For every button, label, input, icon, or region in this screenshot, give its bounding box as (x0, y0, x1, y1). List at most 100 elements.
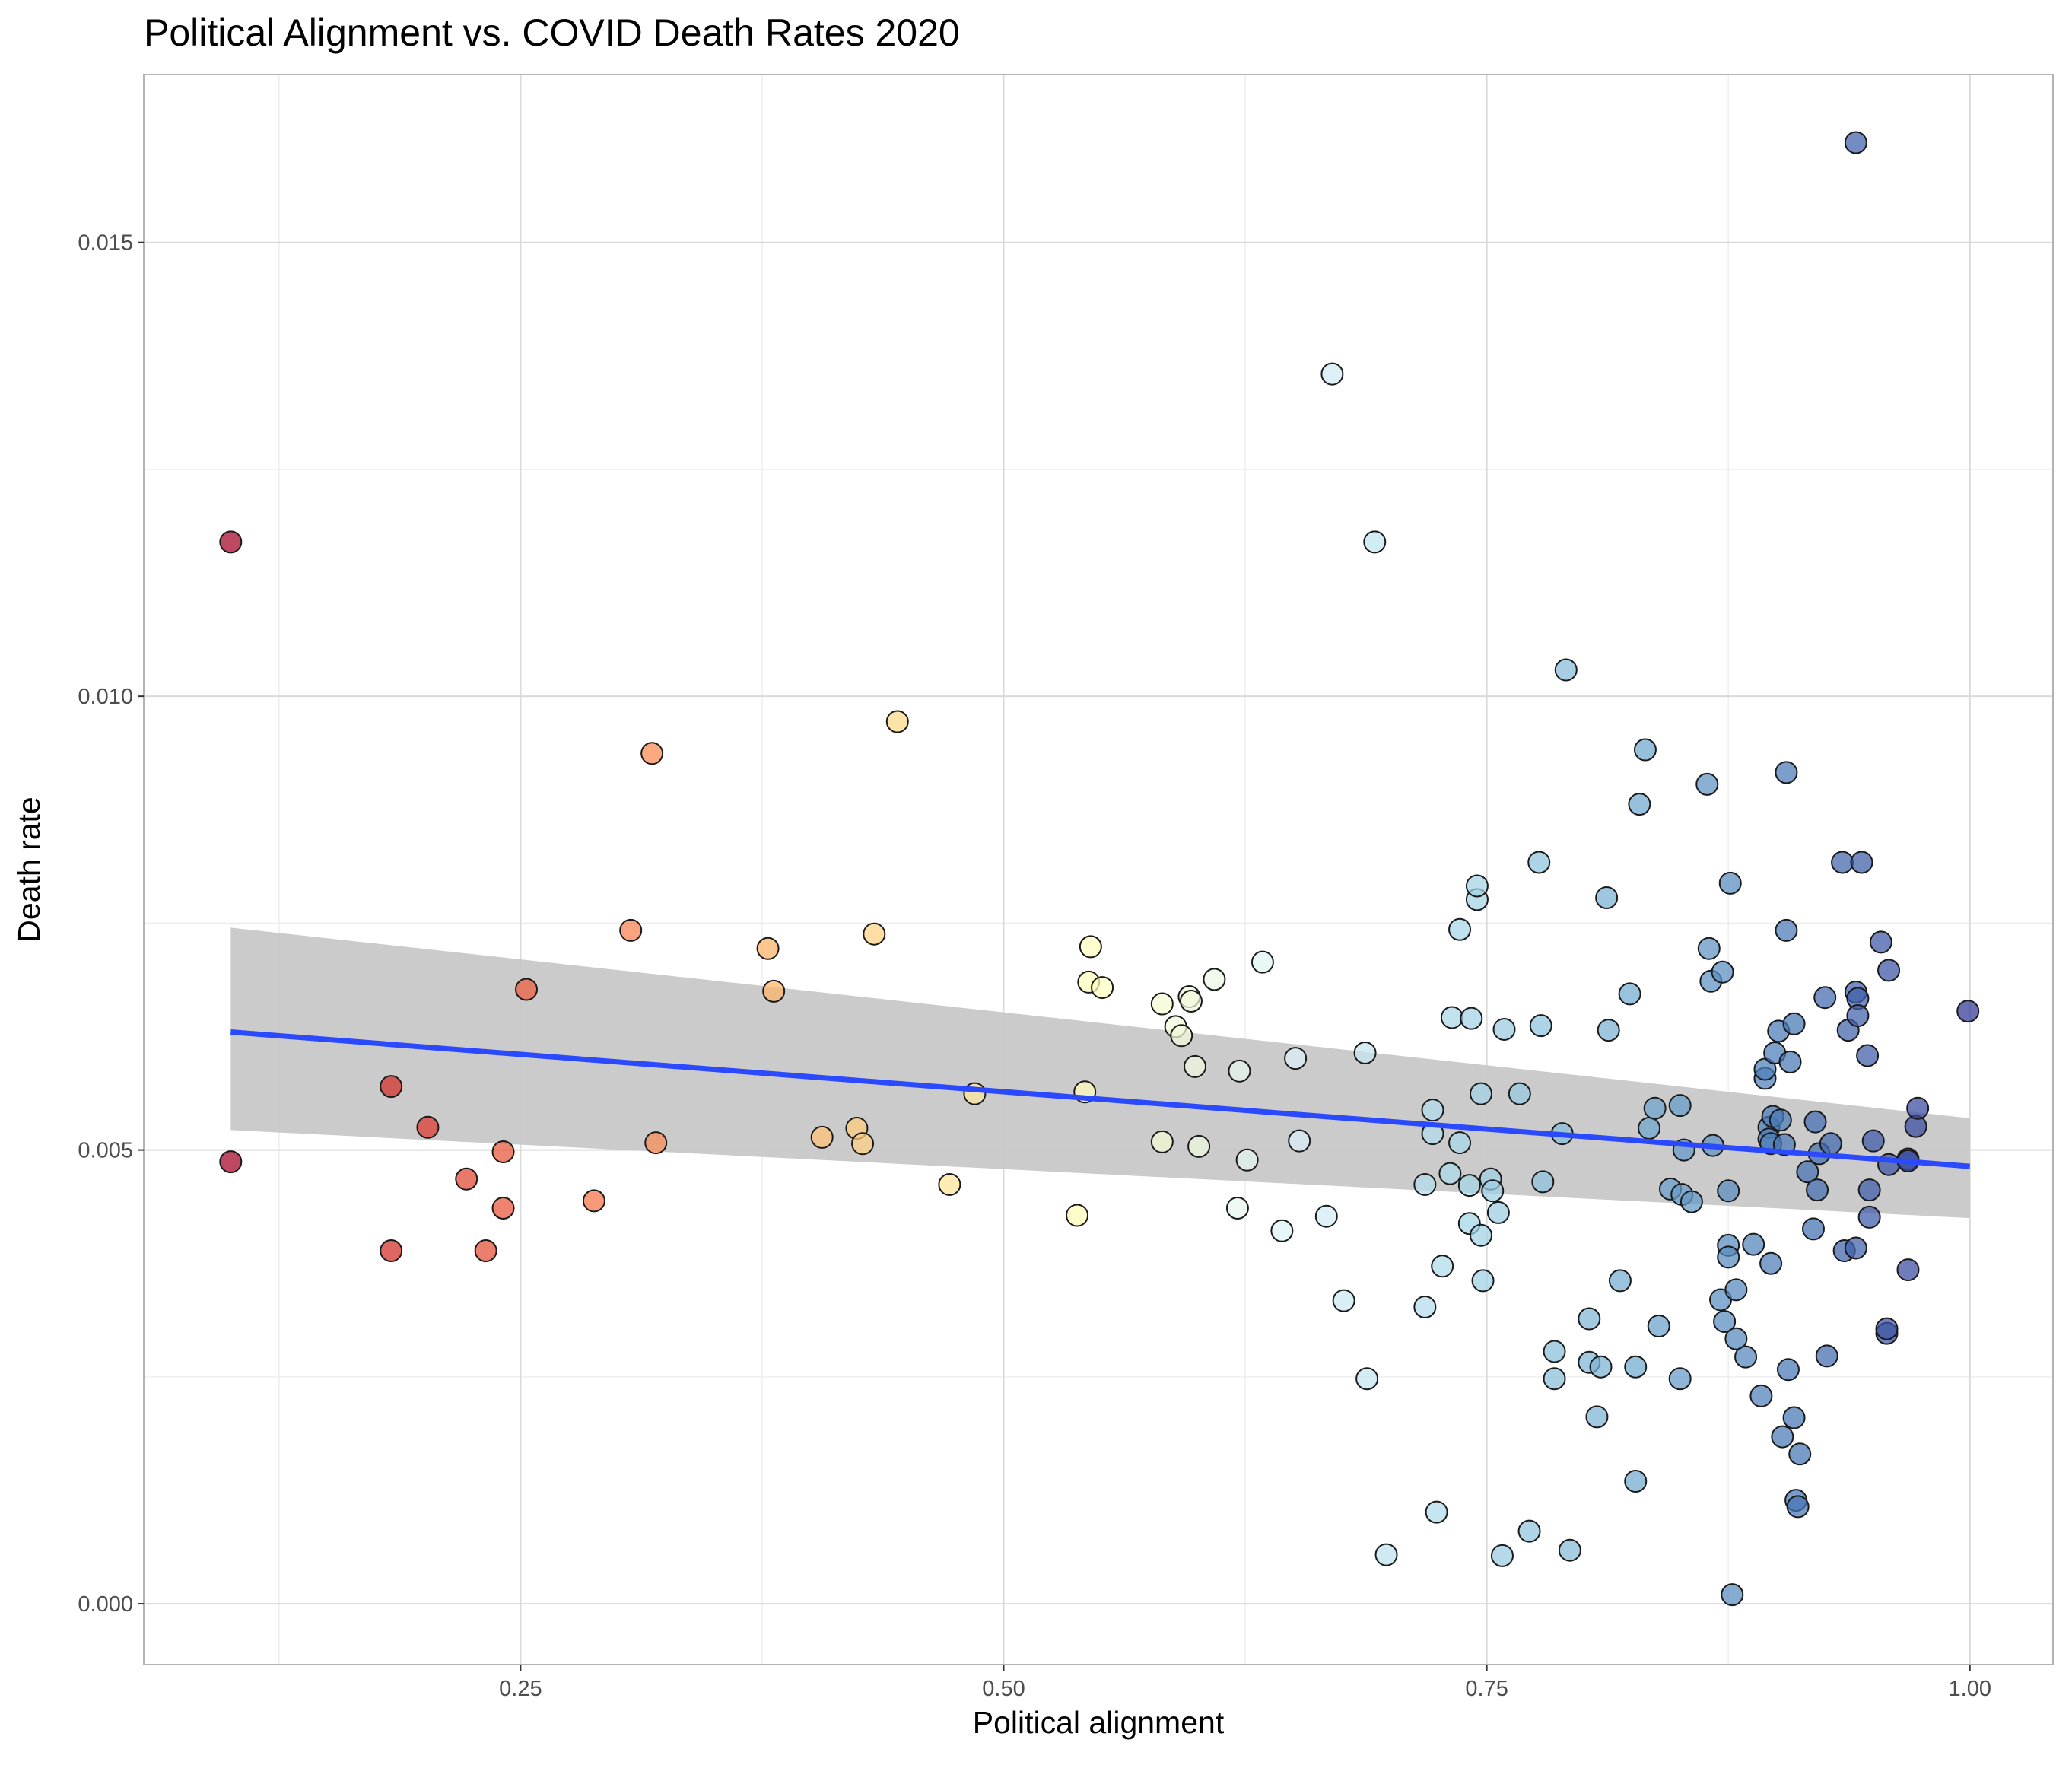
data-point (1235, 1148, 1259, 1172)
data-point (1718, 871, 1742, 895)
minor-gridlines (144, 75, 2053, 1665)
data-point (1680, 1190, 1703, 1213)
data-point (1668, 1094, 1692, 1118)
x-tick-label: 0.75 (1465, 1677, 1508, 1701)
data-point (416, 1115, 440, 1139)
data-point (1184, 1054, 1207, 1078)
data-point (1425, 1500, 1448, 1524)
data-point (1486, 1201, 1510, 1224)
data-point (1066, 1204, 1089, 1227)
data-point (1413, 1295, 1437, 1318)
plot-panel (144, 75, 2053, 1665)
data-point (1558, 1538, 1581, 1562)
data-point (1742, 1232, 1765, 1256)
trend-line-group (230, 1029, 1971, 1169)
data-point (1778, 1050, 1802, 1073)
data-point (1844, 131, 1867, 154)
data-point (582, 1189, 605, 1213)
data-point (1717, 1245, 1740, 1269)
x-tick-label: 0.25 (499, 1677, 542, 1701)
data-point (1857, 1178, 1881, 1202)
data-point (1759, 1251, 1783, 1275)
data-point (1956, 1000, 1980, 1023)
data-point (1527, 851, 1551, 874)
data-point (1091, 976, 1114, 1000)
data-point (1643, 1096, 1667, 1120)
data-point (1471, 1269, 1495, 1293)
y-tick-label: 0.015 (78, 231, 133, 256)
data-point (1413, 1172, 1437, 1196)
x-tick-label: 0.50 (982, 1677, 1025, 1701)
data-point (1850, 851, 1873, 874)
data-point (1877, 959, 1901, 982)
plot-border (143, 74, 2054, 1665)
data-point (1517, 1519, 1541, 1543)
data-point (1813, 986, 1837, 1010)
data-point (810, 1125, 834, 1149)
data-point (1857, 1205, 1881, 1229)
data-point (1457, 1174, 1481, 1197)
data-point (1906, 1096, 1930, 1120)
data-point (491, 1140, 515, 1163)
data-point (1597, 1019, 1620, 1042)
data-point (1355, 1367, 1379, 1391)
data-point (1875, 1317, 1899, 1340)
data-point (474, 1239, 497, 1263)
data-point (1786, 1495, 1810, 1519)
data-point (1490, 1544, 1514, 1567)
data-point (1079, 935, 1102, 959)
data-point (863, 922, 886, 946)
data-point (1320, 362, 1344, 386)
data-point (1438, 1162, 1462, 1185)
data-point (1421, 1099, 1444, 1122)
data-point (1543, 1340, 1566, 1363)
data-point (1749, 1384, 1773, 1407)
data-point (1374, 1543, 1398, 1566)
data-point (1782, 1406, 1806, 1429)
data-point (1721, 1583, 1744, 1607)
y-axis-title: Death rate (11, 797, 46, 942)
data-point (1585, 1405, 1609, 1429)
data-point (1470, 1223, 1493, 1247)
data-point (1448, 917, 1472, 941)
data-point (885, 710, 909, 733)
data-point (1531, 1170, 1555, 1194)
data-point (640, 742, 664, 765)
data-point (1788, 1442, 1812, 1466)
data-point (1595, 886, 1619, 909)
data-point (1179, 989, 1203, 1013)
x-axis-title: Political alignment (973, 1705, 1225, 1740)
x-axis-ticks: 0.25 0.50 0.75 1.00 (499, 1665, 1991, 1701)
y-axis-ticks: 0.000 0.005 0.010 0.015 (78, 231, 144, 1617)
data-point (1492, 1017, 1516, 1041)
data-point (1846, 1004, 1870, 1028)
data-point (1440, 1006, 1463, 1029)
data-point (1363, 530, 1387, 554)
data-point (1608, 1269, 1632, 1293)
data-point (619, 918, 643, 942)
data-point (219, 1150, 243, 1174)
data-point (1633, 738, 1657, 762)
data-point (1288, 1129, 1311, 1153)
data-point (1775, 761, 1798, 784)
data-point (1775, 918, 1798, 942)
data-point (1314, 1204, 1338, 1228)
data-point (1251, 950, 1274, 974)
data-point (1270, 1219, 1294, 1242)
x-tick-label: 1.00 (1949, 1677, 1991, 1701)
data-point (1831, 851, 1854, 874)
data-point (1589, 1355, 1613, 1379)
data-point (1431, 1255, 1454, 1278)
data-point (1638, 1116, 1661, 1140)
data-point (1806, 1178, 1829, 1202)
y-tick-label: 0.005 (78, 1139, 133, 1163)
trend-line (230, 1029, 1971, 1169)
data-point (1203, 968, 1226, 991)
data-point (491, 1196, 515, 1220)
data-point (1803, 1110, 1827, 1134)
data-point (1801, 1217, 1825, 1241)
data-point (1647, 1315, 1670, 1338)
data-point (1844, 1236, 1867, 1260)
data-point (762, 979, 786, 1003)
